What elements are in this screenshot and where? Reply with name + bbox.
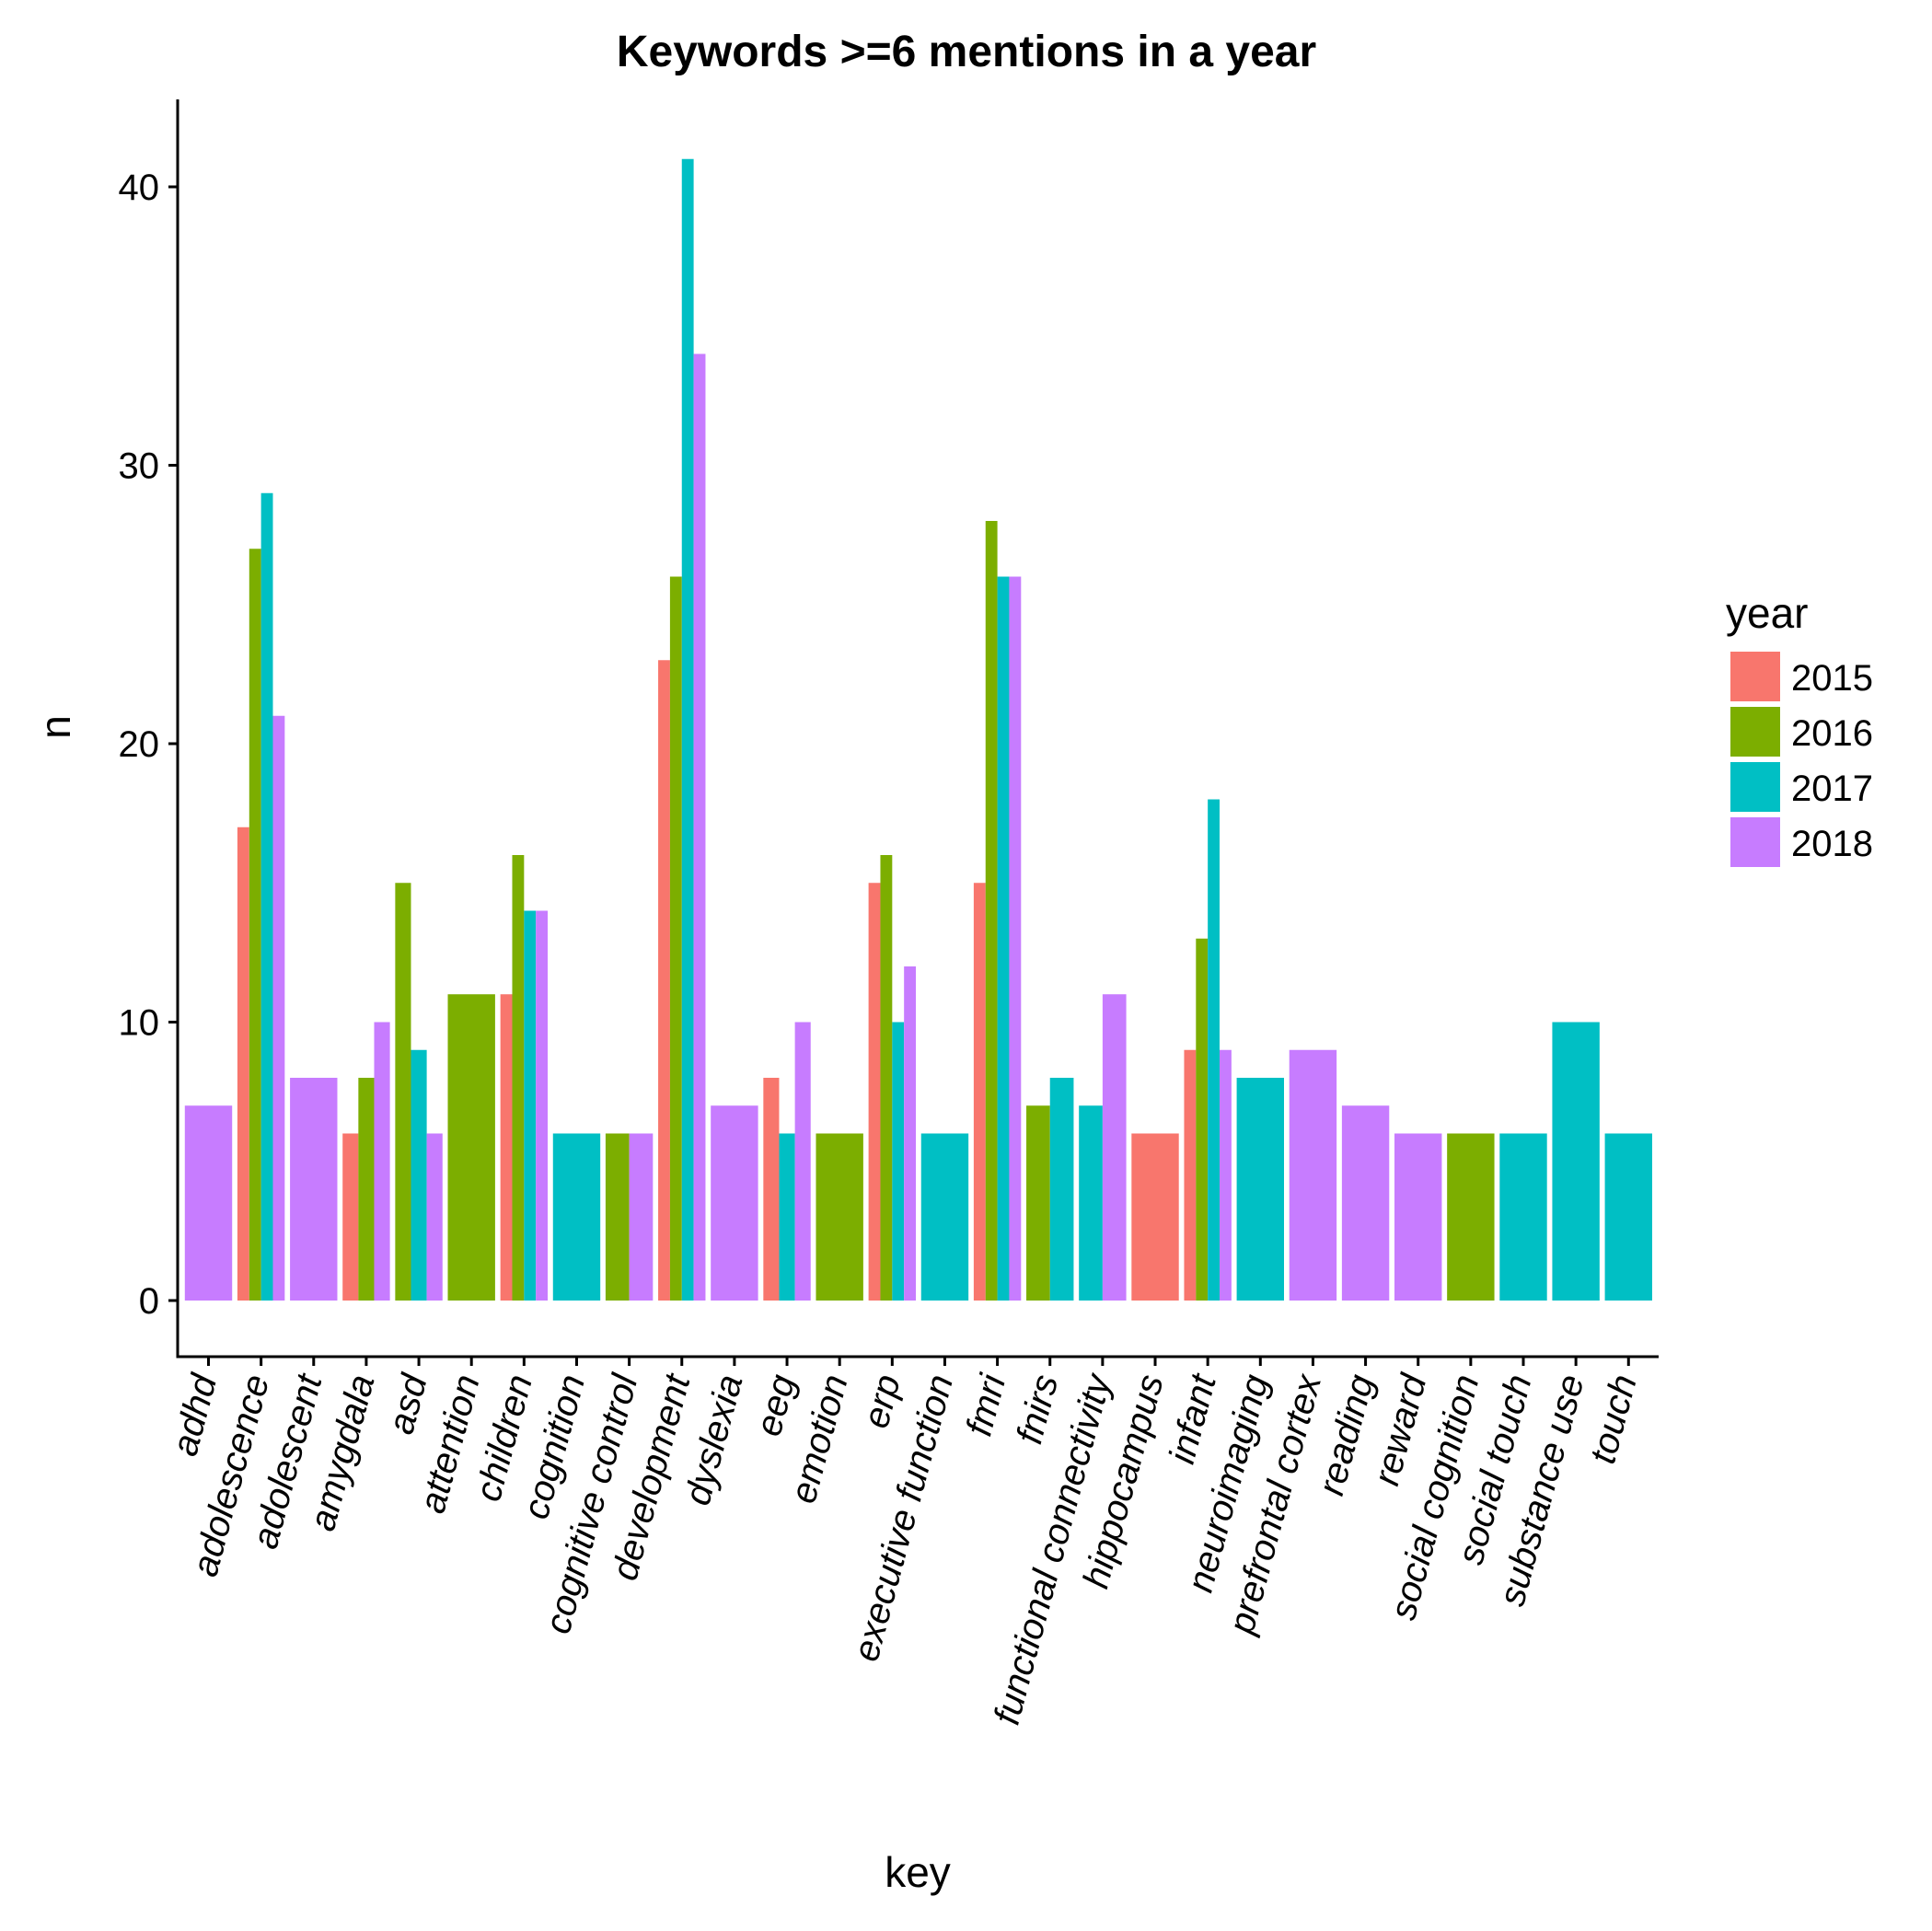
bar-emotion-2016 [816, 1133, 863, 1301]
legend-label-2018: 2018 [1791, 824, 1873, 864]
bars-layer [184, 158, 1652, 1301]
bar-children-2016 [512, 855, 525, 1301]
bar-fnirs-2016 [1026, 1105, 1050, 1301]
bar-eeg-2015 [763, 1078, 780, 1301]
x-tick-label-eeg: eeg [748, 1370, 804, 1440]
legend-title: year [1726, 589, 1808, 637]
bar-functional-connectivity-2017 [1079, 1105, 1103, 1301]
bar-reading-2018 [1341, 1105, 1390, 1301]
y-tick-label-10: 10 [119, 1003, 160, 1044]
x-tick-label-fmri: fmri [959, 1370, 1014, 1440]
bar-adolescent-2018 [290, 1078, 338, 1301]
bar-development-2016 [669, 576, 682, 1301]
bar-reward-2018 [1394, 1133, 1442, 1301]
bar-prefrontal-cortex-2018 [1289, 1049, 1337, 1301]
bar-children-2015 [500, 994, 513, 1301]
bar-erp-2017 [892, 1022, 905, 1301]
legend-label-2017: 2017 [1791, 769, 1873, 809]
bar-cognitive-control-2018 [629, 1133, 654, 1301]
bar-asd-2016 [395, 883, 411, 1301]
bar-eeg-2017 [779, 1133, 795, 1301]
legend-label-2016: 2016 [1791, 713, 1873, 754]
bar-fmri-2017 [997, 576, 1010, 1301]
bar-asd-2018 [426, 1133, 443, 1301]
bar-social-touch-2017 [1499, 1133, 1547, 1301]
bar-dyslexia-2018 [711, 1105, 758, 1301]
bar-touch-2017 [1604, 1133, 1652, 1301]
bar-social-cognition-2016 [1447, 1133, 1495, 1301]
bar-asd-2017 [411, 1049, 427, 1301]
bar-amygdala-2018 [374, 1022, 390, 1301]
y-tick-label-30: 30 [119, 446, 160, 487]
bar-cognition-2017 [552, 1133, 601, 1301]
bar-children-2018 [536, 910, 549, 1301]
bar-cognitive-control-2016 [605, 1133, 630, 1301]
bar-development-2018 [693, 353, 706, 1301]
bar-attention-2016 [447, 994, 495, 1301]
bar-hippocampus-2015 [1131, 1133, 1179, 1301]
bar-adolescence-2015 [237, 827, 249, 1301]
y-axis-title: n [31, 715, 79, 739]
y-tick-label-40: 40 [119, 168, 160, 208]
chart-title: Keywords >=6 mentions in a year [617, 28, 1316, 76]
legend-swatch-2018 [1730, 817, 1780, 867]
bar-neuroimaging-2017 [1236, 1078, 1284, 1301]
bar-development-2015 [658, 660, 670, 1301]
legend-swatch-2016 [1730, 707, 1780, 757]
bar-executive-function-2017 [920, 1133, 969, 1301]
bar-development-2017 [681, 158, 694, 1301]
x-ticks-layer: adhdadolescenceadolescentamygdalaasdatte… [165, 1357, 1645, 1729]
bar-infant-2016 [1196, 938, 1209, 1301]
bar-eeg-2018 [794, 1022, 811, 1301]
bar-adolescence-2016 [249, 549, 261, 1301]
bar-erp-2016 [880, 855, 893, 1301]
bar-infant-2015 [1184, 1049, 1197, 1301]
bar-amygdala-2016 [358, 1078, 375, 1301]
bar-functional-connectivity-2018 [1102, 994, 1127, 1301]
x-tick-label-adhd: adhd [165, 1369, 226, 1460]
y-tick-label-20: 20 [119, 724, 160, 765]
legend-label-2015: 2015 [1791, 658, 1873, 699]
x-tick-label-asd: asd [381, 1369, 436, 1438]
bar-adolescence-2017 [260, 492, 273, 1301]
bar-fmri-2016 [985, 521, 998, 1301]
bar-substance-use-2017 [1552, 1022, 1600, 1301]
bar-infant-2017 [1208, 799, 1221, 1301]
bar-fmri-2015 [973, 883, 986, 1301]
legend-swatch-2017 [1730, 762, 1780, 812]
legend-swatch-2015 [1730, 652, 1780, 701]
bar-erp-2018 [904, 966, 917, 1301]
bar-adhd-2018 [184, 1105, 233, 1301]
x-tick-label-erp: erp [856, 1370, 908, 1432]
bar-amygdala-2015 [342, 1133, 359, 1301]
y-ticks-layer: 0 10 20 30 40 [119, 168, 178, 1322]
x-axis-title: key [885, 1848, 951, 1896]
x-tick-label-touch: touch [1582, 1370, 1645, 1468]
legend: year 2015 2016 2017 2018 [1726, 589, 1873, 867]
y-tick-label-0: 0 [139, 1281, 159, 1322]
bar-adolescence-2018 [272, 715, 285, 1301]
bar-fnirs-2017 [1049, 1078, 1074, 1301]
bar-infant-2018 [1220, 1049, 1232, 1301]
bar-children-2017 [524, 910, 537, 1301]
x-tick-label-fnirs: fnirs [1009, 1370, 1066, 1448]
bar-erp-2015 [868, 883, 881, 1301]
bar-fmri-2018 [1009, 576, 1022, 1301]
